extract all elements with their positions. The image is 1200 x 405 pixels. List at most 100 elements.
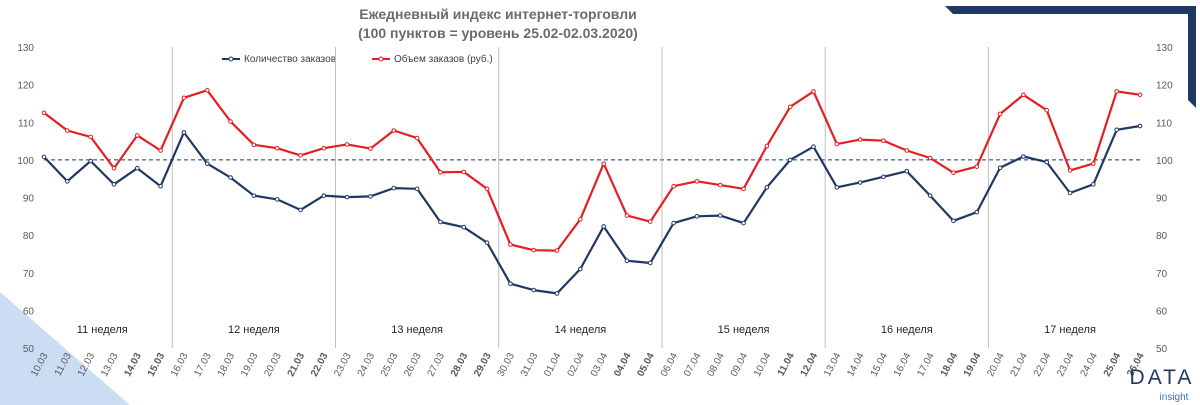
x-tick-label: 16.04	[892, 351, 914, 379]
week-label: 13 неделя	[391, 324, 443, 336]
y-tick-right: 130	[1156, 43, 1173, 54]
x-tick-label: 09.04	[729, 351, 751, 379]
x-axis-labels: 10.03 11.03 12.03 13.03 14.03 15.03 16.03 17.03…	[29, 351, 1147, 379]
week-label: 11 неделя	[77, 324, 128, 336]
data-point	[508, 281, 513, 286]
x-tick-label: 27.03	[426, 351, 448, 379]
series-line-0	[43, 124, 1141, 295]
data-point	[508, 242, 513, 247]
x-tick-label: 13.04	[822, 351, 844, 379]
legend-marker-orders-volume	[378, 56, 384, 62]
x-tick-label: 23.04	[1055, 351, 1077, 379]
data-point	[787, 157, 793, 163]
data-insight-logo: DATA insight	[1130, 366, 1192, 403]
data-point	[904, 148, 910, 153]
x-tick-label: 12.04	[799, 351, 821, 379]
x-tick-label: 16.03	[169, 351, 191, 379]
y-tick-left: 130	[17, 43, 34, 54]
y-tick-left: 90	[23, 194, 35, 205]
data-point	[717, 213, 723, 218]
week-labels: 11 неделя 12 неделя 13 неделя 14 неделя 15 н…	[77, 324, 1096, 336]
x-tick-label: 05.04	[635, 351, 657, 379]
legend-label-orders-count: Количество заказов	[244, 54, 336, 65]
data-point	[671, 183, 676, 189]
data-point	[927, 155, 933, 161]
data-point	[251, 142, 257, 148]
data-point	[974, 164, 980, 169]
data-point	[694, 214, 700, 219]
data-point	[321, 193, 327, 198]
data-point	[1091, 182, 1096, 187]
x-tick-label: 18.04	[939, 351, 961, 379]
y-tick-left: 50	[23, 344, 35, 355]
data-point	[531, 247, 537, 253]
data-point	[997, 111, 1003, 117]
data-point	[951, 218, 956, 224]
x-tick-label: 31.03	[519, 351, 541, 379]
data-point	[461, 169, 467, 175]
x-tick-label: 19.03	[239, 351, 261, 379]
data-point	[111, 182, 117, 187]
x-tick-label: 21.03	[286, 351, 308, 379]
x-tick-label: 02.04	[566, 351, 588, 379]
data-point	[368, 146, 373, 151]
week-label: 12 неделя	[228, 324, 280, 336]
data-point	[951, 170, 956, 175]
data-point	[368, 194, 373, 199]
y-tick-right: 90	[1156, 194, 1168, 205]
x-tick-label: 30.03	[496, 351, 518, 379]
y-tick-left: 70	[23, 269, 35, 280]
data-point	[181, 95, 187, 101]
data-point	[1021, 92, 1026, 98]
x-tick-label: 25.03	[379, 351, 401, 379]
legend-marker-orders-count	[228, 56, 234, 62]
y-tick-right: 80	[1156, 231, 1168, 242]
y-tick-left: 60	[23, 306, 35, 317]
x-tick-label: 26.03	[402, 351, 424, 379]
chart-subtitle: (100 пунктов = уровень 25.02-02.03.2020)	[358, 25, 638, 41]
x-tick-label: 01.04	[542, 351, 564, 379]
data-point	[391, 128, 397, 133]
data-point	[741, 220, 746, 226]
y-tick-right: 60	[1156, 306, 1168, 317]
x-tick-label: 22.03	[309, 351, 331, 379]
data-point	[671, 220, 676, 226]
data-point	[1091, 161, 1096, 166]
data-point	[1021, 154, 1026, 159]
x-tick-label: 23.03	[332, 351, 354, 379]
x-tick-label: 04.04	[612, 351, 634, 379]
week-label: 17 неделя	[1044, 324, 1096, 336]
data-point	[1114, 127, 1119, 133]
data-point	[811, 89, 816, 94]
x-tick-label: 24.03	[356, 351, 378, 379]
y-tick-left: 100	[17, 156, 34, 167]
data-point	[414, 186, 420, 192]
data-point	[787, 104, 793, 110]
data-point	[974, 209, 980, 215]
data-point	[321, 145, 327, 151]
data-point	[997, 165, 1003, 171]
data-point	[414, 135, 420, 141]
x-tick-label: 20.04	[985, 351, 1007, 379]
axes: 50 50 60 60 70 70 80 80 90 90 100 100 110 110 120 120 13…	[17, 43, 1173, 355]
x-tick-label: 10.04	[752, 351, 774, 379]
data-point	[228, 175, 233, 180]
data-point	[181, 130, 187, 135]
data-point	[65, 128, 70, 133]
data-point	[134, 133, 140, 138]
x-tick-label: 17.04	[915, 351, 937, 379]
x-tick-label: 17.03	[192, 351, 214, 379]
x-tick-label: 22.04	[1032, 351, 1054, 379]
data-point	[158, 148, 163, 153]
x-tick-label: 19.04	[962, 351, 984, 379]
data-point	[904, 168, 910, 174]
chart-title: Ежедневный индекс интернет-торговли	[359, 6, 636, 22]
data-point	[927, 193, 933, 198]
data-point	[111, 165, 117, 171]
data-point	[881, 138, 886, 143]
data-point	[204, 161, 210, 166]
x-tick-label: 20.03	[262, 351, 284, 379]
data-point	[484, 186, 490, 192]
data-point	[298, 207, 303, 213]
x-tick-label: 08.04	[705, 351, 727, 379]
